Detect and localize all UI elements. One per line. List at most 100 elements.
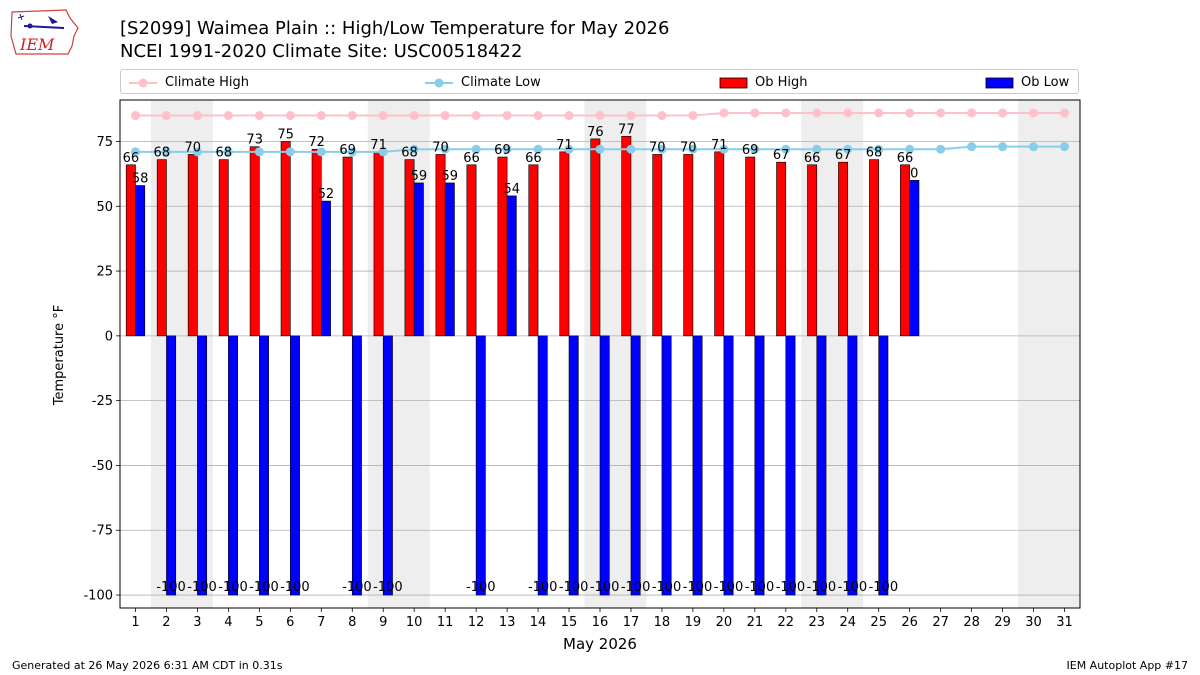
y-tick-label: 0: [105, 329, 113, 344]
climate-high-point-13: [502, 111, 512, 121]
ob-low-label-5: -100: [249, 580, 279, 595]
climate-high-point-27: [936, 108, 946, 118]
x-tick-label: 27: [932, 615, 949, 630]
x-tick-label: 31: [1056, 615, 1073, 630]
climate-high-point-11: [440, 111, 450, 121]
ob-high-bar-5: [249, 146, 260, 337]
ob-low-bar-9: [382, 335, 393, 596]
climate-high-point-12: [471, 111, 481, 121]
climate-high-point-15: [564, 111, 574, 121]
climate-high-point-5: [254, 111, 264, 121]
climate-low-point-7: [316, 147, 326, 157]
x-tick-label: 4: [224, 615, 232, 630]
climate-low-point-30: [1029, 142, 1039, 152]
ob-low-label-9: -100: [373, 580, 403, 595]
climate-low-point-22: [781, 144, 791, 154]
logo-text: IEM: [19, 35, 55, 54]
ob-low-bar-17: [630, 335, 641, 596]
ob-low-label-22: -100: [776, 580, 806, 595]
ob-high-bar-12: [466, 164, 477, 337]
x-tick-label: 25: [870, 615, 887, 630]
climate-low-point-28: [967, 142, 977, 152]
ob-low-label-21: -100: [745, 580, 775, 595]
ob-low-label-14: -100: [528, 580, 558, 595]
climate-high-point-20: [719, 108, 729, 118]
iowa-map-icon: IEM: [10, 9, 79, 55]
climate-low-point-20: [719, 144, 729, 154]
ob-high-label-3: 70: [185, 140, 202, 155]
ob-high-label-8: 69: [339, 143, 356, 158]
climate-low-point-27: [936, 144, 946, 154]
legend-climate-low-label: Climate Low: [461, 75, 541, 90]
climate-low-point-4: [223, 147, 233, 157]
ob-high-bar-25: [869, 159, 880, 337]
ob-low-bar-20: [723, 335, 734, 596]
ob-high-bar-26: [900, 164, 910, 337]
climate-high-point-17: [626, 111, 636, 121]
climate-high-point-4: [223, 111, 233, 121]
ob-low-bar-8: [351, 335, 362, 596]
x-tick-label: 23: [809, 615, 826, 630]
climate-high-point-31: [1060, 108, 1070, 118]
y-tick-label: 75: [96, 135, 113, 150]
x-tick-label: 10: [406, 615, 423, 630]
ob-low-bar-16: [599, 335, 610, 596]
climate-high-point-22: [781, 108, 791, 118]
plot-frame: [119, 99, 1081, 609]
ob-low-bar-2: [166, 335, 177, 596]
ob-high-bar-9: [373, 151, 384, 337]
climate-high-point-16: [595, 111, 605, 121]
y-tick-label: -75: [92, 524, 113, 539]
climate-low-point-3: [192, 147, 202, 157]
ob-low-swatch-icon: [985, 77, 1014, 88]
climate-high-point-26: [905, 108, 915, 118]
climate-low-point-17: [626, 144, 636, 154]
y-tick-label: -50: [92, 459, 113, 474]
ob-high-bar-22: [776, 161, 787, 337]
ob-low-label-20: -100: [714, 580, 744, 595]
x-tick-label: 26: [901, 615, 918, 630]
climate-high-point-28: [967, 108, 977, 118]
legend-ob-low: Ob Low: [985, 70, 1069, 95]
climate-low-line-icon: [425, 78, 453, 87]
x-tick-label: 28: [963, 615, 980, 630]
x-tick-label: 21: [747, 615, 764, 630]
climate-high-point-29: [998, 108, 1008, 118]
climate-low-point-12: [471, 144, 481, 154]
climate-low-point-9: [378, 147, 388, 157]
ob-high-label-10: 68: [401, 146, 418, 161]
ob-low-bar-23: [816, 335, 827, 596]
climate-high-point-24: [843, 108, 853, 118]
x-tick-label: 12: [468, 615, 485, 630]
climate-low-point-18: [657, 144, 667, 154]
x-tick-label: 13: [499, 615, 516, 630]
ob-high-bar-21: [745, 156, 756, 337]
climate-high-point-3: [192, 111, 202, 121]
climate-high-point-1: [130, 111, 140, 121]
ob-high-bar-23: [807, 164, 818, 337]
ob-high-bar-3: [187, 154, 198, 337]
ob-high-bar-10: [404, 159, 415, 337]
ob-low-bar-21: [754, 335, 765, 596]
x-tick-label: 5: [255, 615, 263, 630]
x-tick-label: 22: [778, 615, 795, 630]
ob-high-label-26: 66: [897, 151, 914, 166]
ob-low-bar-25: [878, 335, 889, 596]
ob-low-label-19: -100: [683, 580, 713, 595]
x-tick-label: 18: [654, 615, 671, 630]
ob-low-label-6: -100: [280, 580, 310, 595]
iem-logo: IEM: [8, 6, 80, 58]
ob-low-bar-14: [537, 335, 548, 596]
legend-climate-low: Climate Low: [425, 70, 541, 95]
climate-low-point-23: [812, 144, 822, 154]
ob-high-bar-1: [125, 164, 136, 337]
ob-high-label-16: 76: [587, 125, 604, 140]
x-tick-label: 20: [716, 615, 733, 630]
ob-high-bar-8: [342, 156, 353, 337]
ob-low-label-8: -100: [342, 580, 372, 595]
ob-high-label-11: 70: [432, 140, 449, 155]
ob-high-swatch-icon: [719, 77, 748, 88]
ob-low-label-16: -100: [590, 580, 620, 595]
climate-low-point-29: [998, 142, 1008, 152]
